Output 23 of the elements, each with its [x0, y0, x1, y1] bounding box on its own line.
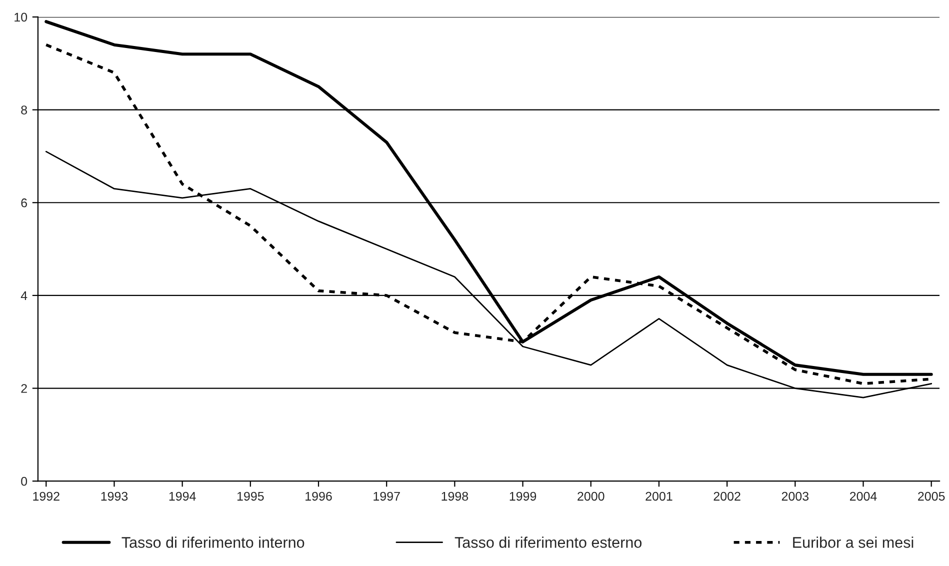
x-tick-label: 1997: [374, 492, 400, 501]
x-tick-label: 2004: [850, 492, 877, 501]
x-tick-label: 1999: [510, 492, 536, 501]
y-tick-label: 8: [21, 106, 27, 114]
x-tick-label: 2003: [782, 492, 809, 501]
x-tick-label: 1998: [442, 492, 468, 501]
y-tick-label: 2: [21, 384, 27, 393]
x-tick-label: 1995: [237, 492, 264, 501]
y-tick-label: 0: [21, 476, 28, 486]
x-tick-label: 1996: [306, 492, 332, 501]
y-tick-label: 10: [14, 12, 28, 22]
x-tick-label: 2001: [646, 492, 672, 501]
y-tick-label: 6: [21, 198, 27, 208]
x-tick-label: 2002: [714, 492, 740, 501]
legend-label: Tasso di riferimento interno: [122, 536, 304, 548]
x-tick-label: 1994: [169, 492, 196, 501]
x-tick-label: 2000: [578, 492, 604, 501]
legend-label: Euribor a sei mesi: [793, 536, 914, 548]
x-tick-label: 1992: [33, 492, 60, 501]
y-tick-label: 4: [20, 291, 28, 300]
legend-label: Tasso di riferimento esterno: [454, 536, 642, 548]
x-tick-label: 1993: [101, 492, 128, 501]
x-tick-label: 2005: [918, 492, 945, 501]
